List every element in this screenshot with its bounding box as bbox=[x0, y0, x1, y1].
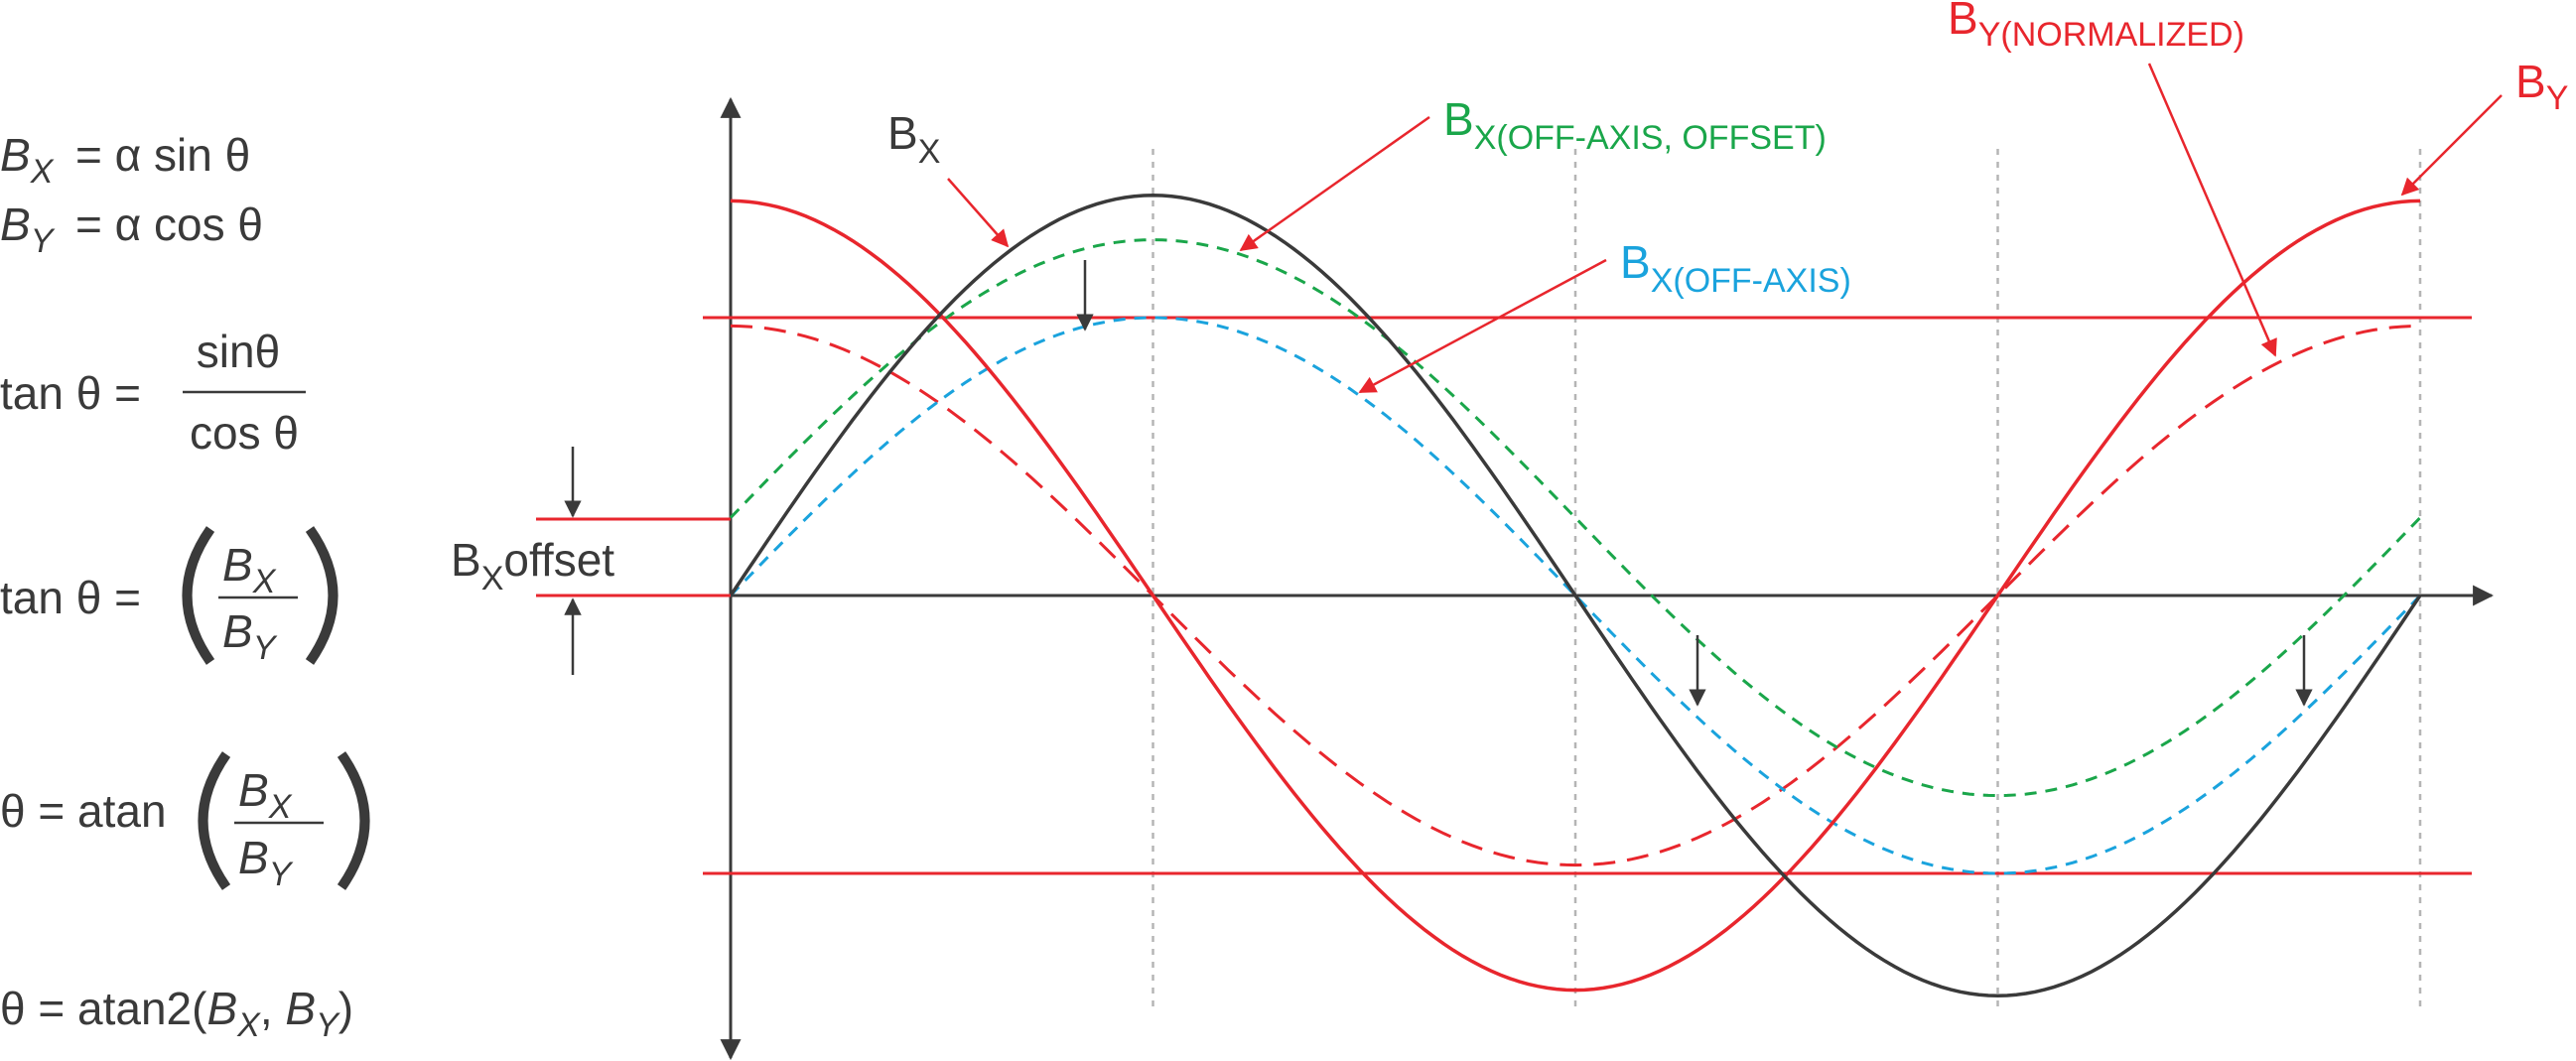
reference-levels bbox=[703, 316, 2472, 875]
label-bx: BX bbox=[887, 107, 1010, 248]
svg-text:sinθ: sinθ bbox=[197, 326, 280, 377]
equation-bx: BX = α sin θ bbox=[0, 129, 250, 191]
equation-atan2: θ = atan2(BX, BY) bbox=[0, 983, 353, 1044]
label-pointer bbox=[1358, 258, 1607, 394]
equation-atan: θ = atan BX BY bbox=[0, 751, 370, 893]
label-bx-offaxis: BX(OFF-AXIS) bbox=[1358, 236, 1851, 394]
svg-text:= α sin θ: = α sin θ bbox=[75, 129, 250, 181]
series-b-y bbox=[730, 199, 2421, 993]
label-bx-offaxis-offset: BX(OFF-AXIS, OFFSET) bbox=[1239, 93, 1827, 252]
svg-text:BX: BX bbox=[0, 129, 55, 191]
svg-text:BX: BX bbox=[238, 764, 293, 826]
svg-text:BY: BY bbox=[2515, 56, 2568, 117]
svg-text:θ = atan: θ = atan bbox=[0, 785, 167, 837]
grid-lines bbox=[1152, 149, 2422, 1012]
left-paren bbox=[198, 751, 231, 890]
equation-tan-sin-cos: tan θ = sinθ cos θ bbox=[0, 326, 306, 459]
equation-by: BY = α cos θ bbox=[0, 199, 263, 260]
svg-text:cos θ: cos θ bbox=[190, 407, 299, 459]
svg-text:BY: BY bbox=[222, 605, 278, 667]
svg-text:θ = atan2(BX, BY): θ = atan2(BX, BY) bbox=[0, 983, 353, 1044]
svg-text:BX: BX bbox=[222, 539, 277, 600]
svg-text:tan θ =: tan θ = bbox=[0, 367, 141, 419]
svg-text:tan θ =: tan θ = bbox=[0, 572, 141, 623]
series-b-x bbox=[729, 194, 2422, 997]
svg-text:= α cos θ: = α cos θ bbox=[75, 199, 263, 250]
equation-tan-bx-by: tan θ = BX BY bbox=[0, 526, 339, 667]
label-pointer bbox=[2400, 94, 2503, 197]
label-by-normalized: BY(NORMALIZED) bbox=[1948, 0, 2277, 357]
series-b-x-off-axis-offset bbox=[729, 238, 2422, 798]
label-pointer bbox=[947, 178, 1010, 248]
svg-text:BY(NORMALIZED): BY(NORMALIZED) bbox=[1948, 0, 2244, 54]
label-by: BY bbox=[2400, 56, 2568, 197]
offset-annotation: BXoffset bbox=[451, 447, 731, 675]
svg-text:BY: BY bbox=[238, 832, 294, 893]
right-paren bbox=[337, 751, 370, 890]
bx-offset-label: BXoffset bbox=[451, 534, 614, 597]
svg-text:BX: BX bbox=[887, 107, 940, 171]
label-pointer bbox=[2147, 63, 2277, 357]
series-curves bbox=[729, 194, 2422, 997]
series-b-y-normalized bbox=[730, 324, 2421, 867]
left-paren bbox=[182, 526, 215, 665]
right-paren bbox=[305, 526, 339, 665]
svg-text:BX(OFF-AXIS, OFFSET): BX(OFF-AXIS, OFFSET) bbox=[1443, 93, 1827, 157]
svg-text:BY: BY bbox=[0, 199, 56, 260]
label-pointer bbox=[1239, 115, 1430, 252]
svg-text:BX(OFF-AXIS): BX(OFF-AXIS) bbox=[1620, 236, 1851, 300]
